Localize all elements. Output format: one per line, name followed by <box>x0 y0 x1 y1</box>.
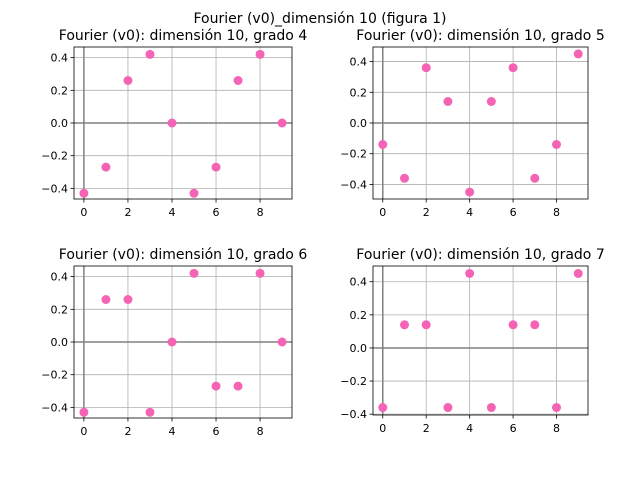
subplot-3: Fourier (v0): dimensión 10, grado 6 0 2 4 6 8… <box>41 247 307 438</box>
y-tick-label: −0.4 <box>340 408 367 421</box>
x-tick-label: 8 <box>553 206 560 219</box>
x-tick-label: 4 <box>168 425 175 438</box>
data-point <box>573 49 583 59</box>
x-tick-label: 8 <box>553 422 560 435</box>
data-point <box>552 403 562 413</box>
subplot-title: Fourier (v0): dimensión 10, grado 4 <box>59 28 308 44</box>
x-tick-label: 4 <box>168 206 175 219</box>
data-point <box>399 173 409 183</box>
data-point <box>508 320 518 330</box>
y-tick-label: 0.4 <box>350 276 368 289</box>
y-tick-label: 0.0 <box>51 336 69 349</box>
x-tick-label: 4 <box>466 422 473 435</box>
data-point <box>277 118 287 128</box>
y-tick-label: −0.4 <box>41 401 68 414</box>
x-tick-label: 2 <box>423 422 430 435</box>
x-tick-label: 0 <box>80 425 87 438</box>
x-tick-label: 0 <box>80 206 87 219</box>
data-point <box>443 97 453 107</box>
data-point <box>211 381 221 391</box>
subplot-grid: Fourier (v0): dimensión 10, grado 4 0 2 4 6 8… <box>41 28 604 438</box>
y-tick-label: 0.2 <box>51 303 69 316</box>
data-point <box>79 188 89 198</box>
subplot-title: Fourier (v0): dimensión 10, grado 6 <box>59 247 308 263</box>
y-tick-label: −0.4 <box>340 178 367 191</box>
figure-title: Fourier (v0)_dimensión 10 (figura 1) <box>193 11 446 27</box>
y-tick-label: 0.4 <box>350 56 368 69</box>
x-tick-label: 2 <box>124 425 131 438</box>
data-point <box>508 63 518 73</box>
y-tick-label: 0.0 <box>350 117 368 130</box>
subplot-title: Fourier (v0): dimensión 10, grado 5 <box>356 28 604 44</box>
x-tick-label: 6 <box>213 206 220 219</box>
y-tick-label: −0.2 <box>340 148 367 161</box>
y-tick-label: 0.4 <box>51 52 69 65</box>
x-tick-label: 0 <box>379 422 386 435</box>
subplot-4: Fourier (v0): dimensión 10, grado 7 0 2 4 6 8… <box>340 247 604 435</box>
data-point <box>211 162 221 172</box>
data-point <box>378 403 388 413</box>
data-point <box>443 403 453 413</box>
data-point <box>101 162 111 172</box>
data-point <box>530 173 540 183</box>
data-point <box>486 403 496 413</box>
data-point <box>421 320 431 330</box>
x-tick-label: 4 <box>466 206 473 219</box>
data-point <box>378 139 388 149</box>
subplot-2: Fourier (v0): dimensión 10, grado 5 0 2 4 6 8… <box>340 28 604 219</box>
x-tick-label: 0 <box>379 206 386 219</box>
x-tick-label: 6 <box>213 425 220 438</box>
data-point <box>145 407 155 417</box>
data-point <box>79 407 89 417</box>
data-point <box>421 63 431 73</box>
data-point <box>101 295 111 305</box>
y-tick-label: −0.4 <box>41 182 68 195</box>
y-tick-label: 0.0 <box>350 342 368 355</box>
data-point <box>123 76 133 86</box>
y-tick-label: −0.2 <box>340 375 367 388</box>
x-tick-label: 2 <box>124 206 131 219</box>
data-point <box>167 118 177 128</box>
data-point <box>189 188 199 198</box>
y-tick-label: 0.2 <box>51 84 69 97</box>
x-tick-label: 2 <box>423 206 430 219</box>
axes-frame <box>372 265 589 416</box>
data-point <box>145 49 155 59</box>
y-tick-label: 0.0 <box>51 117 69 130</box>
data-point <box>189 268 199 278</box>
data-point <box>530 320 540 330</box>
data-point <box>399 320 409 330</box>
y-tick-label: 0.2 <box>350 309 368 322</box>
x-tick-label: 8 <box>257 425 264 438</box>
data-point <box>552 139 562 149</box>
data-point <box>255 49 265 59</box>
data-point <box>277 337 287 347</box>
y-tick-label: 0.2 <box>350 86 368 99</box>
data-point <box>486 97 496 107</box>
data-point <box>167 337 177 347</box>
data-point <box>465 187 475 197</box>
data-point <box>233 381 243 391</box>
data-point <box>255 268 265 278</box>
subplot-1: Fourier (v0): dimensión 10, grado 4 0 2 4 6 8… <box>41 28 307 219</box>
data-point <box>465 268 475 278</box>
y-tick-label: −0.2 <box>41 150 68 163</box>
data-point <box>123 295 133 305</box>
y-tick-label: −0.2 <box>41 369 68 382</box>
data-point <box>233 76 243 86</box>
y-tick-label: 0.4 <box>51 271 69 284</box>
subplot-title: Fourier (v0): dimensión 10, grado 7 <box>356 247 604 263</box>
x-tick-label: 8 <box>257 206 264 219</box>
x-tick-label: 6 <box>510 422 517 435</box>
x-tick-label: 6 <box>510 206 517 219</box>
data-point <box>573 268 583 278</box>
